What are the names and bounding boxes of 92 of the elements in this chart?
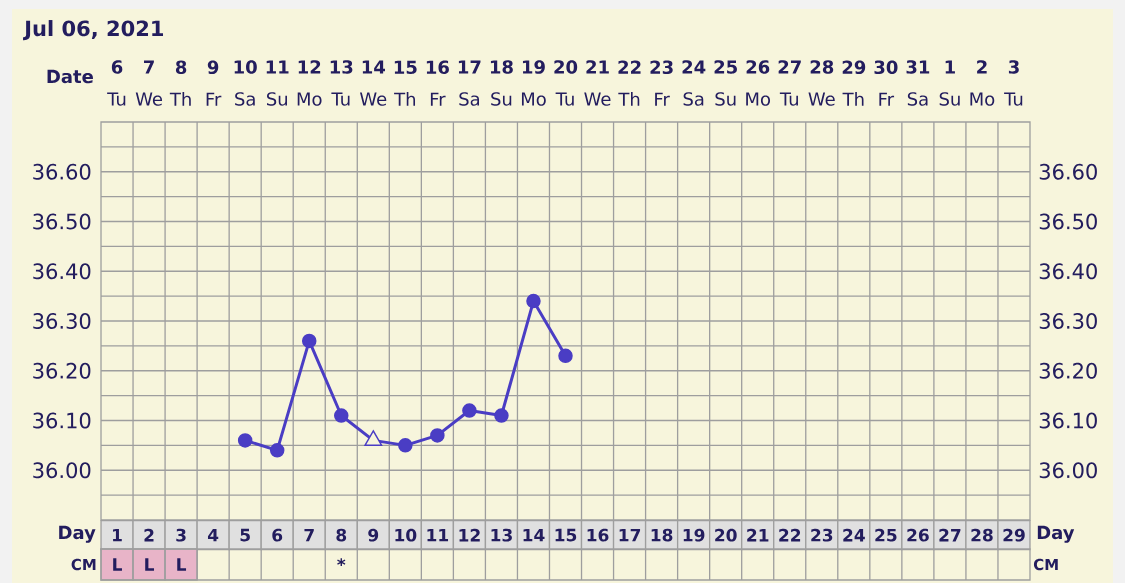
x-tick-label: 13: [491, 528, 512, 542]
x2-tick-label: 11 Su: [266, 60, 289, 106]
x2-tick-label: 13 Tu: [330, 60, 353, 106]
x2-tick-label: 21 We: [584, 60, 611, 106]
x2-tick-label: 10 Sa: [234, 60, 257, 106]
point: [269, 443, 285, 458]
y2-axis-title: CM: [1033, 558, 1058, 571]
x2-tick-label: 15 Th: [394, 60, 417, 106]
x-tick-label: 22: [779, 528, 801, 542]
text: Day: [1037, 525, 1075, 543]
x2-tick-label: 7 We: [135, 60, 163, 106]
x2-tick-label: 1 Su: [939, 60, 960, 106]
x-tick-label: 5: [240, 528, 250, 542]
x2-tick-label: 2 Mo: [970, 60, 995, 106]
x-tick-label: 17: [619, 528, 641, 542]
x-tick-label: 3: [176, 528, 186, 542]
x-tick-label: 12: [459, 528, 480, 542]
point: [558, 348, 573, 364]
x-tick-label: 8: [336, 528, 347, 542]
x2-tick-label: 23 Fr: [650, 60, 673, 106]
y-tick-label: 36.60: [33, 163, 91, 180]
x2-tick-label: 22 Th: [618, 60, 641, 106]
y-tick-label: 36.10: [33, 412, 91, 429]
x-tick-label: L: [177, 558, 187, 571]
point: [301, 333, 317, 349]
x-tick-label: 24: [843, 528, 865, 542]
y2-tick-label: 36.30: [1039, 313, 1097, 329]
x-tick-label: 26: [907, 528, 929, 542]
x-tick-label: 6: [272, 528, 283, 542]
x-tick-label: *: [337, 558, 346, 567]
x-tick-label: 27: [939, 528, 961, 542]
x-tick-label: 1: [113, 528, 122, 542]
x-tick-label: 20: [715, 528, 737, 542]
y2-tick-label: 36.10: [1039, 412, 1097, 429]
x-tick-label: 4: [207, 528, 219, 542]
x-tick-label: 11: [427, 528, 449, 542]
y-axis-title: CM: [71, 558, 96, 571]
point: [526, 293, 541, 309]
x-tick-label: 23: [811, 528, 833, 542]
x2-tick-label: 27 Tu: [778, 60, 801, 106]
x2-tick-label: 6 Tu: [107, 60, 126, 106]
x-tick-label: 28: [971, 528, 993, 542]
x-tick-label: 19: [683, 528, 705, 542]
x2-tick-label: 14 We: [359, 60, 387, 106]
x-tick-label: 10: [395, 528, 417, 542]
point: [494, 408, 509, 423]
point: [462, 403, 477, 418]
x-tick-label: 14: [523, 528, 545, 542]
point: [430, 428, 445, 443]
point: [334, 408, 349, 423]
x-tick-label: 2: [144, 528, 154, 542]
y-tick-label: 36.30: [33, 313, 91, 329]
y-tick-label: 36.40: [33, 263, 91, 280]
y-tick-label: 36.50: [33, 213, 91, 230]
x2-tick-label: 18 Su: [490, 60, 513, 106]
x2-tick-label: 12 Mo: [297, 60, 322, 106]
y2-tick-label: 36.20: [1039, 362, 1097, 379]
x2-tick-label: 29 Th: [842, 60, 866, 106]
x-tick-label: L: [113, 558, 122, 571]
x-tick-label: 29: [1003, 528, 1025, 542]
y2-tick-label: 36.00: [1039, 462, 1097, 479]
y-tick-label: 36.20: [33, 362, 91, 379]
x2-tick-label: 9 Fr: [206, 60, 222, 106]
x2-tick-label: 17 Sa: [458, 60, 481, 106]
x2-tick-label: 20 Tu: [554, 60, 578, 106]
y-tick-label: 36.00: [33, 462, 91, 479]
x2-axis-title: Date: [47, 69, 93, 84]
x2-tick-label: 30 Fr: [874, 60, 898, 106]
y2-tick-label: 36.60: [1039, 163, 1097, 180]
x2-tick-label: 19 Mo: [521, 60, 546, 106]
x-tick-label: 15: [555, 528, 577, 542]
point: [398, 438, 413, 453]
y2-tick-label: 36.40: [1039, 263, 1097, 280]
x2-tick-label: 3 Tu: [1004, 60, 1023, 106]
x2-tick-label: 25 Su: [714, 60, 737, 106]
x2-tick-label: 16 Fr: [426, 60, 449, 106]
point: [237, 433, 253, 448]
x2-tick-label: 24 Sa: [682, 60, 706, 106]
x2-tick-label: 31 Sa: [906, 60, 930, 106]
x-tick-label: L: [145, 558, 155, 571]
x2-tick-label: 26 Mo: [746, 60, 771, 106]
y2-tick-label: 36.50: [1039, 213, 1097, 230]
x-axis-title: Day: [59, 525, 96, 543]
x-tick-label: 25: [875, 528, 897, 542]
x-tick-label: 21: [747, 528, 769, 542]
x-tick-label: 7: [304, 528, 314, 542]
x2-tick-label: 28 We: [808, 60, 835, 106]
x2-tick-label: 8 Th: [169, 60, 191, 106]
chart-title: Jul 06, 2021: [23, 20, 164, 41]
x-tick-label: 16: [587, 528, 609, 542]
x-tick-label: 9: [368, 528, 379, 542]
x-tick-label: 18: [651, 528, 673, 542]
